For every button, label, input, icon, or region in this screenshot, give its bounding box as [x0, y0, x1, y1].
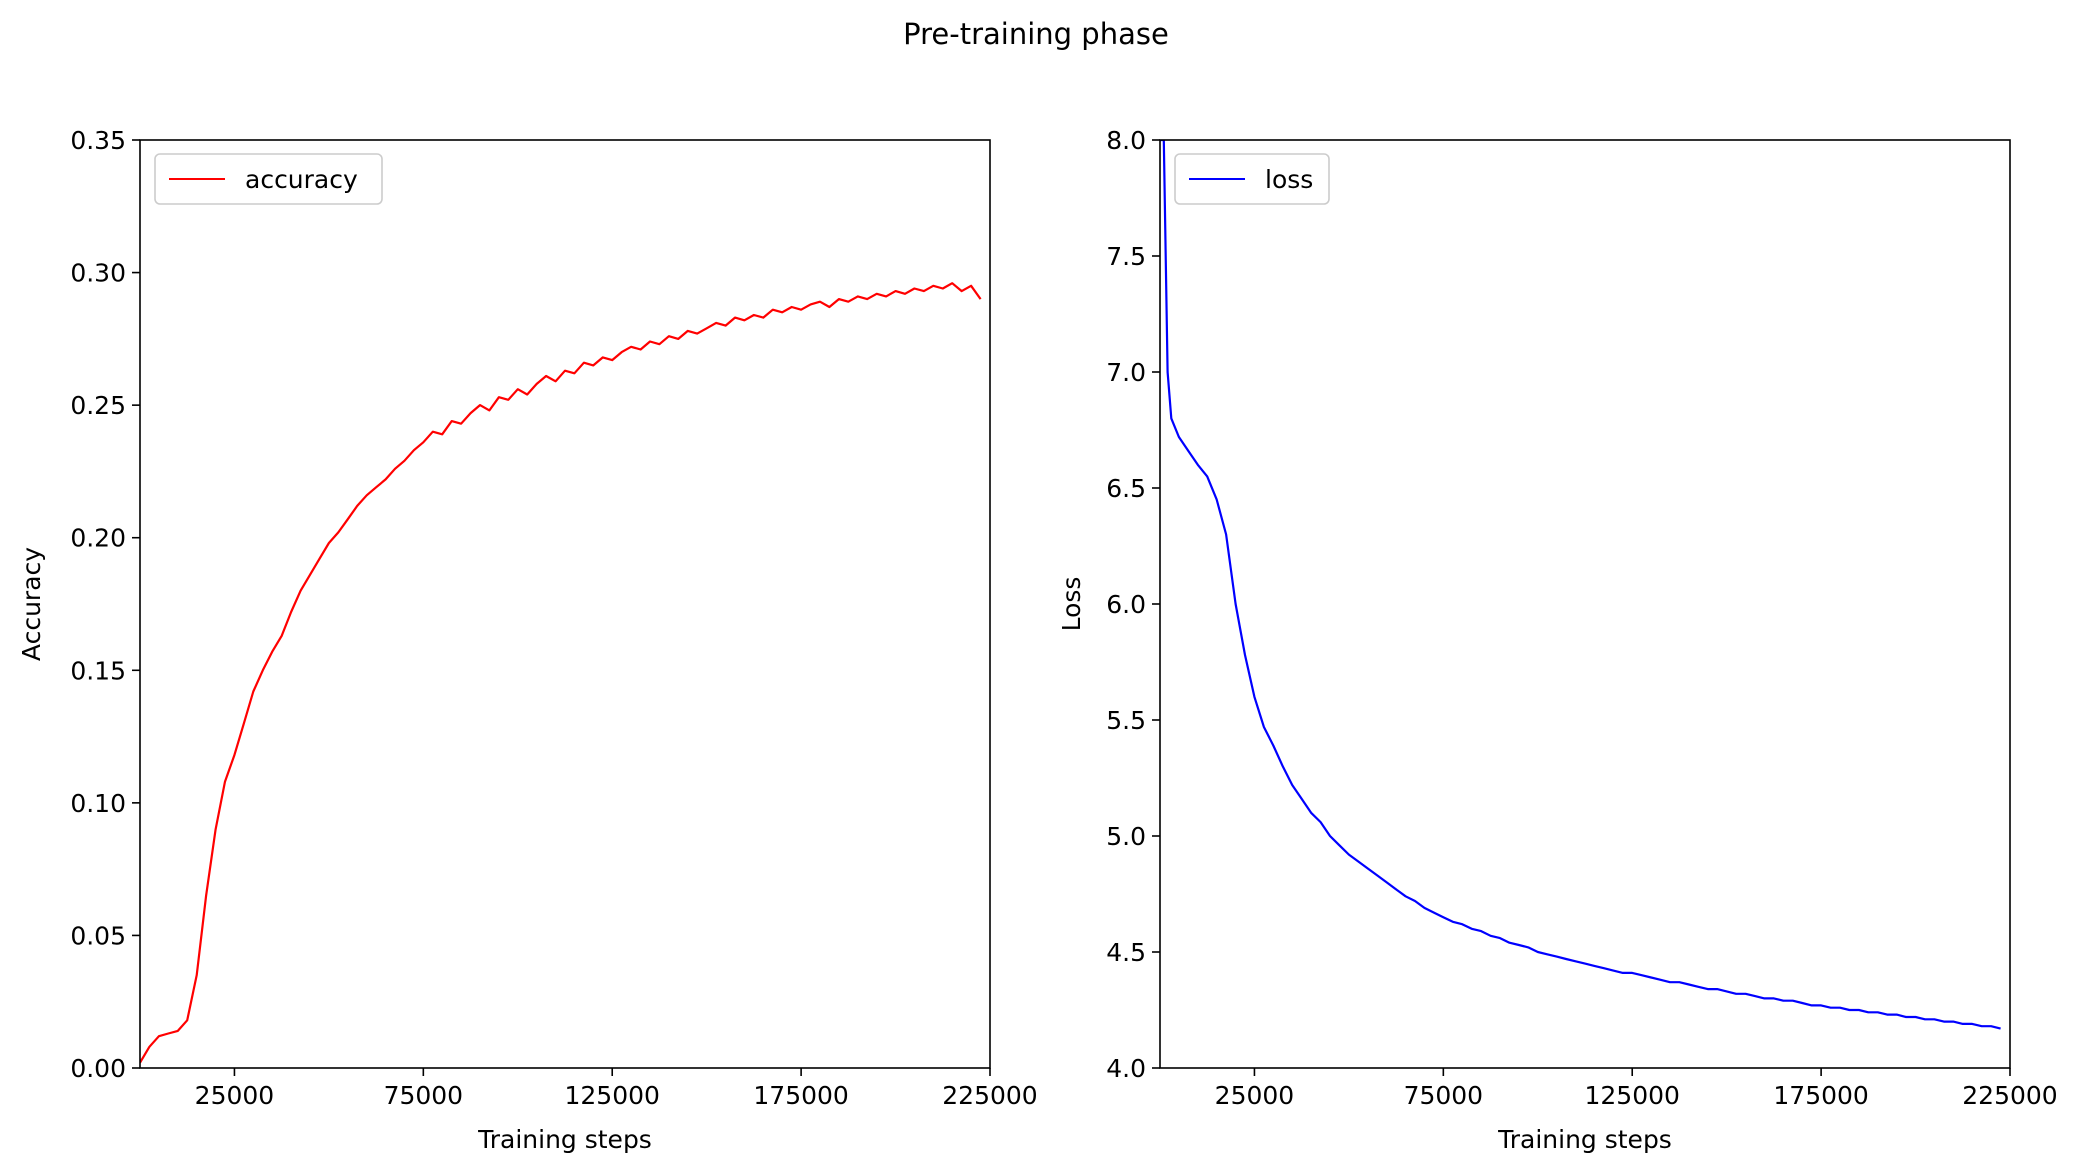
loss-y-tick-label: 4.0: [1106, 1054, 1146, 1083]
accuracy-y-tick-label: 0.25: [70, 391, 126, 420]
loss-x-tick-label: 225000: [1962, 1081, 2057, 1110]
loss-x-tick-label: 125000: [1585, 1081, 1680, 1110]
loss-y-tick-label: 4.5: [1106, 938, 1146, 967]
loss-panel: 4.0 4.5 5.0 5.5 6.0 6.5 7.0 7.5 8.0 25000 75000 12…: [1057, 126, 2058, 1154]
loss-y-tick-label: 7.5: [1106, 242, 1146, 271]
accuracy-y-tick-label: 0.15: [70, 656, 126, 685]
loss-legend-label: loss: [1265, 165, 1313, 194]
loss-x-axis-label: Training steps: [1497, 1125, 1672, 1154]
accuracy-x-axis-label: Training steps: [477, 1125, 652, 1154]
accuracy-y-tick-label: 0.30: [70, 259, 126, 288]
loss-y-axis-label: Loss: [1057, 577, 1086, 632]
loss-x-ticks: 25000 75000 125000 175000 225000: [1215, 1068, 2058, 1110]
loss-y-tick-label: 7.0: [1106, 358, 1146, 387]
accuracy-legend-box: [154, 153, 383, 205]
loss-y-tick-label: 6.5: [1106, 474, 1146, 503]
accuracy-y-tick-label: 0.35: [70, 126, 126, 155]
accuracy-y-tick-label: 0.20: [70, 524, 126, 553]
accuracy-legend: accuracy: [154, 153, 383, 205]
loss-x-tick-label: 75000: [1404, 1081, 1484, 1110]
loss-y-ticks: 4.0 4.5 5.0 5.5 6.0 6.5 7.0 7.5 8.0: [1106, 126, 1160, 1083]
accuracy-y-tick-label: 0.10: [70, 789, 126, 818]
loss-x-tick-label: 25000: [1215, 1081, 1295, 1110]
loss-y-tick-label: 5.0: [1106, 822, 1146, 851]
accuracy-x-tick-label: 75000: [384, 1081, 464, 1110]
loss-legend: loss: [1174, 153, 1330, 205]
accuracy-axes-frame: [139, 139, 991, 1069]
accuracy-panel: 0.00 0.05 0.10 0.15 0.20 0.25 0.30 0.35 25000 75…: [17, 126, 1038, 1154]
loss-x-tick-label: 175000: [1773, 1081, 1868, 1110]
accuracy-y-axis-label: Accuracy: [17, 547, 46, 661]
loss-plot-area: [1160, 140, 2001, 1030]
accuracy-y-tick-label: 0.05: [70, 921, 126, 950]
loss-y-tick-label: 6.0: [1106, 590, 1146, 619]
loss-y-tick-label: 8.0: [1106, 126, 1146, 155]
accuracy-plot-area: [140, 282, 982, 1064]
accuracy-legend-label: accuracy: [245, 165, 358, 194]
accuracy-series-line: [140, 282, 982, 1064]
figure-title: Pre-training phase: [903, 17, 1169, 51]
accuracy-x-tick-label: 125000: [565, 1081, 660, 1110]
accuracy-x-ticks: 25000 75000 125000 175000 225000: [195, 1068, 1038, 1110]
loss-series-line: [1160, 140, 2001, 1030]
accuracy-x-tick-label: 225000: [942, 1081, 1037, 1110]
accuracy-x-tick-label: 175000: [753, 1081, 848, 1110]
accuracy-x-tick-label: 25000: [195, 1081, 275, 1110]
loss-legend-box: [1174, 153, 1330, 205]
loss-y-tick-label: 5.5: [1106, 706, 1146, 735]
accuracy-y-ticks: 0.00 0.05 0.10 0.15 0.20 0.25 0.30 0.35: [70, 126, 140, 1083]
accuracy-y-tick-label: 0.00: [70, 1054, 126, 1083]
